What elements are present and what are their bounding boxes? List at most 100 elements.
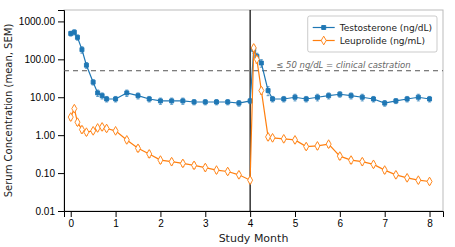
- marker: [383, 101, 387, 105]
- tick-label: 7: [382, 218, 388, 229]
- marker: [113, 126, 118, 135]
- marker: [147, 150, 152, 159]
- error-bar: [69, 31, 72, 36]
- marker: [214, 100, 218, 104]
- marker: [114, 97, 118, 101]
- marker: [203, 100, 207, 104]
- marker: [266, 133, 271, 142]
- tick-mark: [58, 135, 64, 136]
- tick-label: 0.10: [36, 168, 56, 179]
- marker: [416, 95, 420, 99]
- error-bar: [293, 94, 296, 101]
- marker: [225, 167, 230, 176]
- error-bar: [417, 94, 420, 101]
- y-axis-title: Serum Concentration (mean, SEM): [3, 24, 14, 198]
- marker: [136, 94, 140, 98]
- tick: 8: [427, 211, 433, 229]
- marker: [405, 97, 409, 101]
- marker: [248, 99, 252, 103]
- marker: [254, 55, 259, 64]
- marker: [251, 44, 256, 53]
- marker: [181, 99, 185, 103]
- marker: [125, 91, 129, 95]
- marker: [95, 124, 100, 133]
- error-bar: [338, 92, 341, 98]
- marker: [84, 128, 89, 137]
- tick-label: 1000.00: [19, 16, 56, 27]
- error-bar: [383, 101, 386, 107]
- marker: [100, 94, 104, 98]
- error-bar: [428, 96, 431, 102]
- tick: 0.01: [36, 206, 64, 217]
- marker: [158, 156, 163, 165]
- tick-label: 8: [427, 218, 433, 229]
- tick: 10.00: [30, 92, 64, 103]
- tick-mark: [116, 211, 117, 217]
- axis-line: [58, 11, 65, 212]
- tick-mark: [430, 211, 431, 217]
- tick-mark: [58, 97, 64, 98]
- marker: [135, 144, 140, 153]
- marker: [203, 163, 208, 172]
- tick: 100.00: [24, 54, 64, 65]
- tick-mark: [58, 21, 64, 22]
- error-bar: [394, 99, 397, 104]
- marker: [270, 133, 275, 142]
- tick-mark: [250, 211, 251, 217]
- error-bar: [361, 94, 364, 101]
- tick-mark: [385, 211, 386, 217]
- marker: [394, 99, 398, 103]
- error-bar: [125, 90, 128, 96]
- marker: [214, 166, 219, 175]
- marker: [382, 166, 387, 175]
- error-bar: [350, 93, 353, 99]
- tick: 5: [293, 211, 299, 229]
- legend-marker: [321, 36, 326, 45]
- error-bar: [159, 98, 162, 104]
- plot-area: 0123456780.010.101.0010.00100.001000.00≤…: [19, 10, 444, 229]
- marker: [192, 161, 197, 170]
- error-bar: [92, 80, 95, 85]
- marker: [147, 97, 151, 101]
- tick: 1000.00: [19, 16, 64, 27]
- marker: [349, 94, 353, 98]
- marker: [416, 176, 421, 185]
- marker: [266, 89, 270, 93]
- marker: [337, 152, 342, 161]
- tick-label: 0.01: [36, 206, 56, 217]
- marker: [248, 176, 253, 185]
- marker: [360, 157, 365, 166]
- marker: [192, 100, 196, 104]
- tick: 3: [203, 211, 209, 229]
- tick: 1: [113, 211, 119, 229]
- tick-label: 4: [248, 218, 254, 229]
- marker: [428, 97, 432, 101]
- series: [69, 30, 432, 106]
- tick-label: 3: [203, 218, 209, 229]
- tick: 4: [248, 211, 254, 229]
- tick-mark: [71, 211, 72, 217]
- tick-label: 10.00: [30, 92, 55, 103]
- error-bar: [137, 93, 140, 99]
- tick-label: 0: [68, 218, 74, 229]
- marker: [100, 123, 105, 132]
- tick-label: 1: [113, 218, 119, 229]
- legend: Testosterone (ng/dL)Leuprolide (ng/mL): [308, 16, 437, 52]
- error-bar: [105, 96, 108, 102]
- series-line: [71, 48, 430, 182]
- tick: 0.10: [36, 168, 64, 179]
- error-bar: [181, 98, 184, 104]
- marker: [304, 97, 308, 101]
- tick-label: 5: [293, 218, 299, 229]
- tick: 2: [158, 211, 164, 229]
- axis-line: [65, 212, 444, 218]
- tick: 0: [68, 211, 74, 229]
- tick-label: 2: [158, 218, 164, 229]
- tick-mark: [58, 211, 64, 212]
- marker: [180, 159, 185, 168]
- marker: [104, 124, 109, 133]
- marker: [259, 61, 263, 65]
- error-bar: [282, 96, 285, 102]
- error-bar: [226, 100, 229, 105]
- marker: [96, 91, 100, 95]
